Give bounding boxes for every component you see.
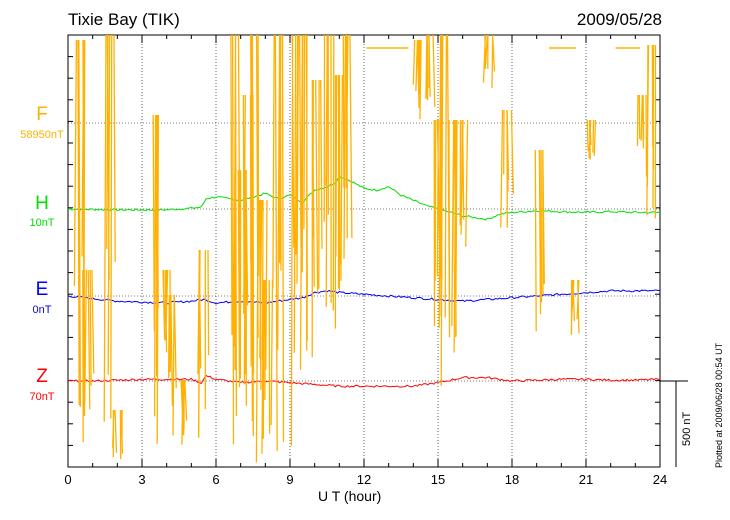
series-f-spike [152,114,160,444]
series-f-spike [433,119,442,327]
series-f-spike [299,34,308,370]
series-f-spike [255,199,268,463]
value-z: 70nT [29,391,55,403]
value-f: 58950nT [20,129,64,141]
plotted-note: Plotted at 2009/06/28 00:54 UT [714,342,724,468]
series-f-spike [570,279,580,335]
x-tick-label: 24 [652,472,668,487]
series-f-spike [425,34,436,107]
series-f-spike [311,79,323,358]
label-h: H [35,193,49,214]
series-f-spike [272,34,285,451]
series-f-spike [197,249,210,438]
x-tick-label: 0 [64,472,72,487]
traces [67,34,661,463]
label-e: E [35,279,49,300]
series-f-spike [167,294,177,436]
series-f-spike [73,39,86,409]
series-f-spike [180,379,188,445]
x-tick-label: 3 [138,472,146,487]
series-f-spike [636,94,648,177]
series-f-spike [290,34,302,446]
series-f-spike [237,169,249,406]
series-h-line [67,175,660,221]
label-f: F [36,104,48,125]
series-f-spike [482,34,496,89]
series-f-spike [586,119,597,160]
series-f-spike [82,269,95,443]
x-tick-label: 18 [504,472,520,487]
plot-date: 2009/05/28 [576,10,662,29]
series-f-spike [438,34,451,386]
x-tick-label: 15 [430,472,446,487]
series-f-spike [448,119,458,353]
series-z-line [67,374,661,388]
series-f-spike [250,34,260,422]
series-f-spike [412,39,422,120]
x-tick-label: 12 [356,472,372,487]
series-f-spike [112,409,124,460]
x-tick-label: 21 [578,472,594,487]
grid [68,35,660,467]
x-axis-label: U T (hour) [318,488,382,504]
scale-bar-label: 500 nT [681,411,693,446]
series-f-spike [646,44,657,219]
series-f-spike [261,279,274,454]
series-f-spike [230,34,242,445]
series-f-spike [534,149,545,332]
series-f-spike [459,119,469,247]
series-f-spike [103,34,116,422]
series-f-spike [342,34,353,259]
value-e: 0nT [32,304,52,316]
series-f-spike [334,74,344,329]
series-f-spike [323,34,335,311]
x-tick-label: 6 [212,472,220,487]
value-h: 10nT [29,217,55,229]
x-tick-label: 9 [286,472,294,487]
x-ticks [67,34,661,467]
label-z: Z [36,366,48,387]
series-f-spike [500,109,514,228]
station-title: Tixie Bay (TIK) [68,10,180,29]
